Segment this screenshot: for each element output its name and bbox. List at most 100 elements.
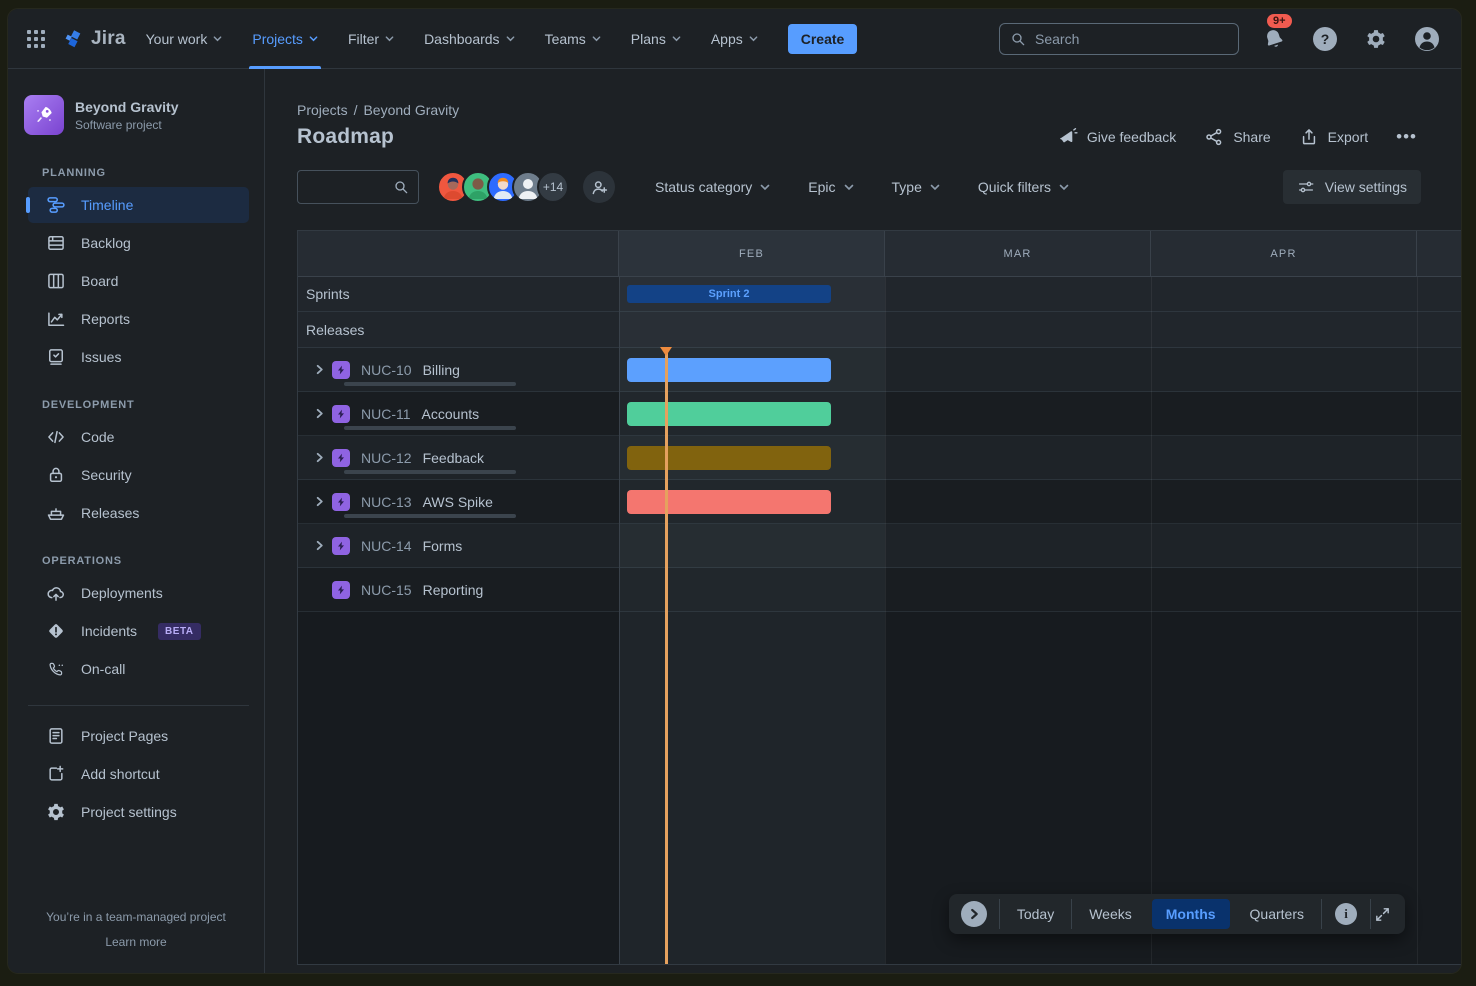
epic-timeline-bar[interactable] bbox=[627, 358, 831, 382]
nav-apps[interactable]: Apps bbox=[711, 9, 758, 69]
sidebar-item-incidents[interactable]: Incidents BETA bbox=[28, 613, 249, 649]
epic-row-nuc-12[interactable]: NUC-12 Feedback bbox=[298, 436, 1461, 480]
avatar-group: +14 bbox=[437, 171, 569, 203]
help-icon: ? bbox=[1313, 26, 1337, 51]
sidebar-item-deployments[interactable]: Deployments bbox=[28, 575, 249, 611]
epic-row-nuc-13[interactable]: NUC-13 AWS Spike bbox=[298, 480, 1461, 524]
jira-logo[interactable]: Jira bbox=[62, 28, 126, 50]
settings-button[interactable] bbox=[1360, 23, 1392, 55]
epic-row-nuc-11[interactable]: NUC-11 Accounts bbox=[298, 392, 1461, 436]
global-search-input[interactable]: Search bbox=[999, 22, 1239, 55]
epic-timeline-bar[interactable] bbox=[627, 490, 831, 514]
section-operations: OPERATIONS bbox=[42, 555, 122, 567]
today-button[interactable]: Today bbox=[1016, 906, 1055, 922]
app-grid-icon bbox=[27, 29, 45, 48]
timeline-body: Sprints Sprint 2 Releases bbox=[298, 277, 1461, 964]
add-person-icon bbox=[592, 180, 607, 194]
create-button[interactable]: Create bbox=[787, 23, 858, 54]
filter-dropdowns: Status category Epic Type Quick filters bbox=[655, 179, 1069, 195]
expand-chevron-icon[interactable] bbox=[306, 358, 332, 382]
give-feedback-button[interactable]: Give feedback bbox=[1058, 127, 1176, 147]
releases-label: Releases bbox=[306, 321, 365, 338]
zoom-quarters-button[interactable]: Quarters bbox=[1249, 906, 1304, 922]
profile-button[interactable] bbox=[1411, 23, 1443, 55]
epic-dropdown[interactable]: Epic bbox=[808, 179, 853, 195]
timeline-search-input[interactable] bbox=[297, 170, 419, 204]
avatar-icon bbox=[1415, 26, 1439, 51]
avatar-overflow-count[interactable]: +14 bbox=[537, 171, 569, 203]
megaphone-icon bbox=[1060, 127, 1078, 143]
nav-dashboards[interactable]: Dashboards bbox=[424, 9, 515, 69]
timeline-toolbar: +14 Status category Epic Type bbox=[297, 170, 1461, 204]
expand-chevron-icon[interactable] bbox=[306, 490, 332, 514]
sprint-bar[interactable]: Sprint 2 bbox=[627, 285, 831, 303]
sidebar-item-board[interactable]: Board bbox=[28, 263, 249, 299]
expand-chevron-icon[interactable] bbox=[306, 446, 332, 470]
sidebar-item-code[interactable]: Code bbox=[28, 419, 249, 455]
bell-icon bbox=[1267, 29, 1283, 47]
sidebar-item-releases[interactable]: Releases bbox=[28, 495, 249, 531]
sidebar-item-security[interactable]: Security bbox=[28, 457, 249, 493]
nav-projects[interactable]: Projects bbox=[249, 9, 321, 69]
add-people-button[interactable] bbox=[583, 171, 615, 203]
nav-your-work[interactable]: Your work bbox=[146, 9, 223, 69]
sidebar-item-add-shortcut[interactable]: Add shortcut bbox=[28, 756, 249, 792]
sidebar-item-issues[interactable]: Issues bbox=[28, 339, 249, 375]
timeline-widget: FEB MAR APR Sprints Sprint 2 bbox=[297, 230, 1461, 965]
zoom-weeks-button[interactable]: Weeks bbox=[1089, 906, 1132, 922]
expand-chevron-icon[interactable] bbox=[306, 534, 332, 558]
epic-row-nuc-14[interactable]: NUC-14 Forms bbox=[298, 524, 1461, 568]
learn-more-link[interactable]: Learn more bbox=[105, 935, 167, 949]
sidebar-item-project-settings[interactable]: Project settings bbox=[28, 794, 249, 830]
page-actions: Give feedback Share Export ••• bbox=[1058, 127, 1417, 147]
section-planning: PLANNING bbox=[42, 167, 106, 179]
project-type: Software project bbox=[75, 117, 162, 132]
breadcrumb-projects[interactable]: Projects bbox=[297, 102, 348, 118]
nav-filter[interactable]: Filter bbox=[348, 9, 394, 69]
quick-filters-dropdown[interactable]: Quick filters bbox=[978, 179, 1069, 195]
expand-chevron-icon[interactable] bbox=[306, 402, 332, 426]
sidebar-item-backlog[interactable]: Backlog bbox=[28, 225, 249, 261]
scroll-right-button[interactable] bbox=[960, 901, 987, 927]
jira-logo-text: Jira bbox=[91, 27, 126, 49]
sidebar-item-project-pages[interactable]: Project Pages bbox=[28, 718, 249, 754]
info-icon[interactable]: i bbox=[1335, 903, 1357, 925]
add-shortcut-icon bbox=[46, 764, 66, 784]
help-button[interactable]: ? bbox=[1309, 23, 1341, 55]
search-icon bbox=[1012, 32, 1025, 45]
export-icon bbox=[1302, 129, 1315, 145]
epic-key: NUC-11 bbox=[361, 405, 411, 422]
breadcrumb-current[interactable]: Beyond Gravity bbox=[363, 102, 460, 118]
breadcrumb-separator: / bbox=[353, 102, 358, 118]
epic-row-nuc-15[interactable]: NUC-15 Reporting bbox=[298, 568, 1461, 612]
nav-plans[interactable]: Plans bbox=[631, 9, 681, 69]
sidebar-divider bbox=[28, 705, 249, 706]
epic-key: NUC-12 bbox=[361, 449, 412, 466]
timeline-zoom-controls: Today Weeks Months Quarters i bbox=[948, 894, 1405, 934]
sidebar-item-timeline[interactable]: Timeline bbox=[26, 187, 249, 223]
sidebar-item-reports[interactable]: Reports bbox=[28, 301, 249, 337]
view-settings-button[interactable]: View settings bbox=[1282, 170, 1421, 204]
epic-timeline-bar[interactable] bbox=[627, 446, 831, 470]
nav-teams[interactable]: Teams bbox=[545, 9, 601, 69]
releases-row: Releases bbox=[298, 312, 1461, 348]
beta-badge: BETA bbox=[158, 622, 201, 640]
epic-timeline-bar[interactable] bbox=[627, 402, 831, 426]
notifications-badge: 9+ bbox=[1267, 13, 1292, 28]
zoom-months-button[interactable]: Months bbox=[1151, 899, 1230, 929]
backlog-icon bbox=[46, 233, 66, 253]
avatar-4[interactable] bbox=[512, 171, 544, 203]
sidebar-item-oncall[interactable]: On-call bbox=[28, 651, 249, 687]
epic-row-nuc-10[interactable]: NUC-10 Billing bbox=[298, 348, 1461, 392]
type-dropdown[interactable]: Type bbox=[892, 179, 940, 195]
fullscreen-button[interactable] bbox=[1374, 906, 1391, 923]
project-header[interactable]: Beyond Gravity Software project bbox=[8, 95, 264, 135]
incident-icon bbox=[46, 621, 66, 641]
notifications-button[interactable]: 9+ bbox=[1258, 13, 1292, 55]
export-button[interactable]: Export bbox=[1299, 127, 1368, 147]
share-button[interactable]: Share bbox=[1204, 127, 1271, 147]
search-icon bbox=[395, 181, 408, 194]
status-category-dropdown[interactable]: Status category bbox=[655, 179, 770, 195]
app-switcher-button[interactable] bbox=[20, 23, 52, 55]
more-actions-button[interactable]: ••• bbox=[1396, 127, 1417, 146]
